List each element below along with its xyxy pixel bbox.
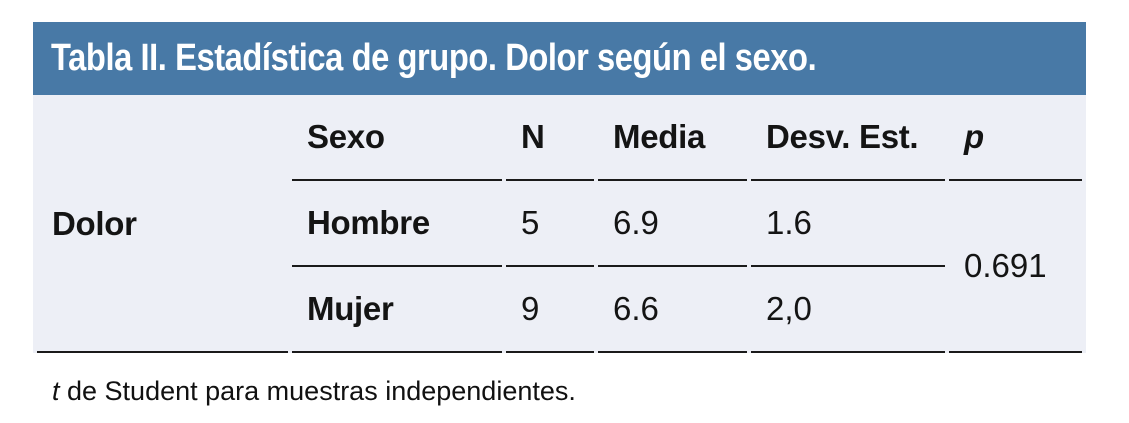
footnote-statistic-symbol: t	[52, 376, 60, 406]
table-title-bar: Tabla II. Estadística de grupo. Dolor se…	[33, 22, 1086, 95]
cell-p-value: 0.691	[949, 181, 1082, 353]
column-header-n: N	[506, 95, 594, 181]
cell-n: 9	[506, 267, 594, 353]
table-row-mujer: Mujer 9 6.6 2,0	[37, 267, 1082, 353]
cell-media: 6.9	[598, 181, 747, 267]
cell-sexo: Hombre	[292, 181, 502, 267]
table-row-hombre: Dolor Hombre 5 6.9 1.6 0.691	[37, 181, 1082, 353]
footnote-text: de Student para muestras independientes.	[59, 376, 576, 406]
cell-media: 6.6	[598, 267, 747, 353]
header-spacer-cell	[37, 95, 288, 181]
row-spacer-cell	[37, 267, 288, 353]
cell-sexo: Mujer	[292, 267, 502, 353]
table-title: Tabla II. Estadística de grupo. Dolor se…	[51, 37, 817, 79]
column-header-p: p	[949, 95, 1082, 181]
group-statistics-table: Sexo N Media Desv. Est. p Dolor Hombre 5…	[33, 95, 1086, 353]
column-header-sexo: Sexo	[292, 95, 502, 181]
cell-desv-est: 1.6	[751, 181, 945, 267]
row-group-label: Dolor	[52, 205, 137, 242]
cell-n: 5	[506, 181, 594, 267]
table-footnote: t de Student para muestras independiente…	[52, 374, 576, 408]
column-header-media: Media	[598, 95, 747, 181]
cell-desv-est: 2,0	[751, 267, 945, 353]
column-header-desv-est: Desv. Est.	[751, 95, 945, 181]
column-header-row: Sexo N Media Desv. Est. p	[37, 95, 1082, 181]
